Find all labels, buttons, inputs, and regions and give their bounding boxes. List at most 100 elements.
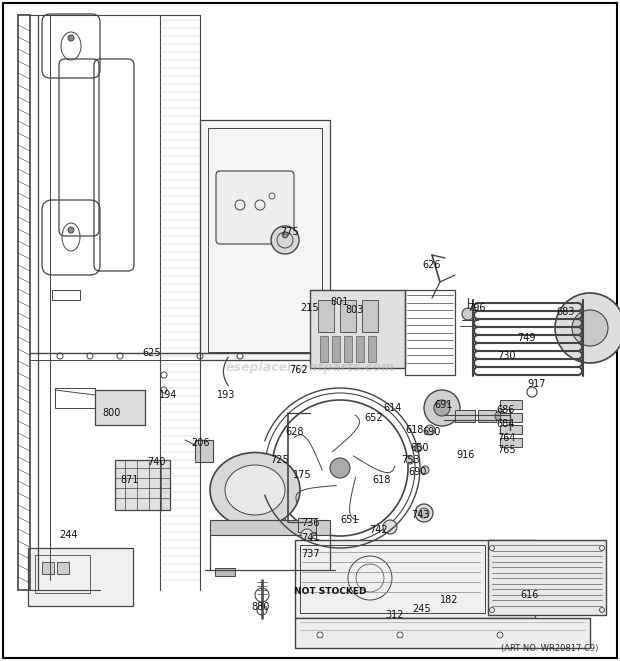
Text: 801: 801 (331, 297, 349, 307)
Circle shape (462, 308, 474, 320)
Bar (28, 548, 133, 606)
Text: 871: 871 (121, 475, 140, 485)
Text: 193: 193 (217, 390, 235, 400)
Text: 245: 245 (413, 604, 432, 614)
Ellipse shape (302, 555, 312, 563)
Text: 730: 730 (497, 351, 515, 361)
Text: 917: 917 (528, 379, 546, 389)
Bar (295, 618, 590, 648)
Bar (488, 540, 606, 615)
Circle shape (68, 35, 74, 41)
Bar (298, 518, 316, 532)
Text: 684: 684 (497, 419, 515, 429)
Bar (310, 290, 405, 368)
Text: 618: 618 (373, 475, 391, 485)
Text: 691: 691 (435, 400, 453, 410)
Text: 880: 880 (252, 602, 270, 612)
Text: 626: 626 (423, 260, 441, 270)
Bar (300, 545, 485, 613)
Ellipse shape (210, 453, 300, 527)
Circle shape (282, 232, 288, 238)
Text: 800: 800 (103, 408, 121, 418)
Bar (478, 410, 496, 422)
Text: 916: 916 (457, 450, 475, 460)
Circle shape (330, 458, 350, 478)
Text: 194: 194 (159, 390, 177, 400)
Bar (500, 400, 522, 409)
Text: 175: 175 (293, 470, 311, 480)
Bar (332, 336, 340, 362)
Text: 741: 741 (301, 533, 319, 543)
Bar (42, 562, 54, 574)
Bar (405, 290, 455, 375)
Text: 618: 618 (406, 425, 424, 435)
Bar (200, 120, 330, 360)
Bar (115, 460, 170, 510)
Text: 753: 753 (401, 455, 419, 465)
Text: 215: 215 (301, 303, 319, 313)
Text: NOT STOCKED: NOT STOCKED (294, 588, 366, 596)
Bar (35, 555, 90, 593)
Bar (57, 562, 69, 574)
Circle shape (301, 529, 313, 541)
Text: 625: 625 (143, 348, 161, 358)
Circle shape (421, 466, 429, 474)
Circle shape (434, 400, 450, 416)
Text: 616: 616 (521, 590, 539, 600)
Bar (344, 336, 352, 362)
Text: 690: 690 (423, 427, 441, 437)
Text: 764: 764 (497, 433, 515, 443)
Bar (300, 568, 320, 576)
Text: 742: 742 (369, 525, 388, 535)
Ellipse shape (225, 465, 285, 515)
Text: 650: 650 (410, 443, 429, 453)
Bar (210, 520, 330, 535)
Text: 740: 740 (147, 457, 166, 467)
Text: 749: 749 (516, 333, 535, 343)
Bar (455, 410, 475, 422)
Bar (500, 413, 522, 422)
Text: 652: 652 (365, 413, 383, 423)
Circle shape (406, 456, 414, 464)
Text: 244: 244 (59, 530, 78, 540)
Text: 775: 775 (281, 227, 299, 237)
Text: 736: 736 (301, 518, 319, 528)
Bar (356, 336, 364, 362)
Bar (500, 438, 522, 447)
Text: 803: 803 (346, 305, 364, 315)
Circle shape (415, 504, 433, 522)
Text: 762: 762 (289, 365, 308, 375)
Circle shape (414, 444, 422, 452)
Bar (362, 300, 378, 332)
FancyBboxPatch shape (216, 171, 294, 244)
Ellipse shape (301, 543, 313, 553)
Circle shape (424, 390, 460, 426)
Text: 765: 765 (497, 445, 515, 455)
Bar (368, 336, 376, 362)
Bar (500, 425, 522, 434)
Bar (215, 568, 235, 576)
Circle shape (419, 508, 429, 518)
Bar (52, 290, 80, 300)
Circle shape (271, 226, 299, 254)
Circle shape (425, 425, 435, 435)
Text: 312: 312 (386, 610, 404, 620)
Bar (55, 388, 95, 408)
Bar (295, 540, 535, 618)
Bar (95, 390, 145, 425)
Text: 614: 614 (384, 403, 402, 413)
Text: 651: 651 (341, 515, 359, 525)
Bar (318, 300, 334, 332)
Text: (ART NO. WR20817 C9): (ART NO. WR20817 C9) (500, 644, 598, 652)
Text: 743: 743 (410, 510, 429, 520)
Circle shape (572, 310, 608, 346)
Text: 796: 796 (467, 303, 485, 313)
Circle shape (68, 227, 74, 233)
Text: 182: 182 (440, 595, 458, 605)
Text: 206: 206 (191, 438, 210, 448)
Circle shape (383, 520, 397, 534)
Text: 628: 628 (286, 427, 304, 437)
Bar (195, 440, 213, 462)
Bar (320, 336, 328, 362)
Text: 690: 690 (409, 467, 427, 477)
